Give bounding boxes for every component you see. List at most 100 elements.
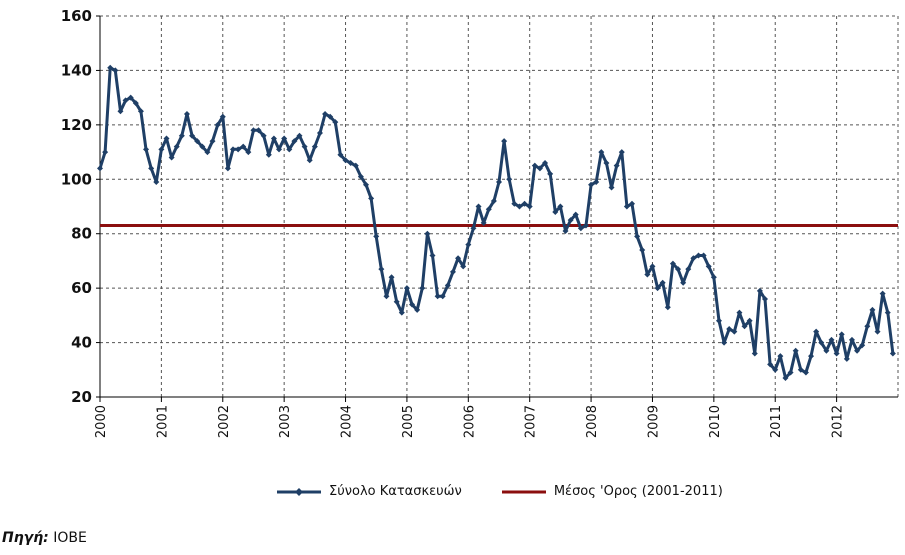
series-point bbox=[547, 170, 554, 177]
legend-item-average: Μέσος 'Ορος (2001-2011) bbox=[500, 484, 723, 499]
series-point bbox=[132, 100, 139, 107]
series-point bbox=[567, 217, 574, 224]
series-point bbox=[455, 255, 462, 262]
series-line bbox=[98, 66, 895, 380]
series-point bbox=[833, 350, 840, 357]
series-point bbox=[889, 350, 896, 357]
series-point bbox=[516, 203, 523, 210]
chart-legend: Σύνολο Κατασκευών Μέσος 'Ορος (2001-2011… bbox=[275, 484, 723, 499]
y-tick-label: 160 bbox=[61, 7, 92, 25]
series-point bbox=[731, 328, 738, 335]
series-point bbox=[127, 94, 134, 101]
series-point bbox=[163, 135, 170, 142]
series-point bbox=[255, 127, 262, 134]
series-point bbox=[276, 146, 283, 153]
series-point bbox=[296, 132, 303, 139]
series-point bbox=[685, 266, 692, 273]
series-point bbox=[572, 211, 579, 218]
series-point bbox=[680, 279, 687, 286]
series-point bbox=[618, 149, 625, 156]
x-tick-label: 2010 bbox=[708, 405, 723, 438]
series-point bbox=[235, 146, 242, 153]
chart-axes bbox=[96, 15, 898, 402]
series-point bbox=[562, 227, 569, 234]
source-value: ΙΟΒΕ bbox=[53, 530, 87, 546]
series-point bbox=[434, 293, 441, 300]
y-tick-label: 100 bbox=[61, 170, 92, 188]
series-point bbox=[557, 203, 564, 210]
x-tick-label: 2002 bbox=[217, 405, 232, 438]
y-tick-label: 80 bbox=[71, 225, 92, 243]
source-note: Πηγή: ΙΟΒΕ bbox=[2, 530, 87, 546]
series-point bbox=[414, 306, 421, 313]
series-point bbox=[357, 173, 364, 180]
series-point bbox=[659, 279, 666, 286]
series-point bbox=[470, 225, 477, 232]
series-point bbox=[480, 219, 487, 226]
series-point bbox=[608, 184, 615, 191]
legend-label-construction: Σύνολο Κατασκευών bbox=[329, 484, 462, 499]
series-point bbox=[700, 252, 707, 259]
series-point bbox=[107, 64, 114, 71]
series-point bbox=[240, 143, 247, 150]
series-point bbox=[782, 374, 789, 381]
series-point bbox=[531, 162, 538, 169]
series-point bbox=[143, 146, 150, 153]
series-point bbox=[148, 165, 155, 172]
series-point bbox=[337, 151, 344, 158]
y-tick-label: 140 bbox=[61, 61, 92, 79]
series-point bbox=[792, 347, 799, 354]
series-point bbox=[383, 293, 390, 300]
series-point bbox=[721, 339, 728, 346]
series-point bbox=[838, 331, 845, 338]
source-label: Πηγή: bbox=[2, 530, 49, 546]
series-point bbox=[823, 347, 830, 354]
legend-item-construction: Σύνολο Κατασκευών bbox=[275, 484, 462, 499]
series-point bbox=[521, 200, 528, 207]
series-point bbox=[854, 347, 861, 354]
series-point bbox=[710, 274, 717, 281]
series-point bbox=[715, 317, 722, 324]
series-point bbox=[598, 149, 605, 156]
construction-series bbox=[97, 64, 896, 381]
series-point bbox=[102, 149, 109, 156]
series-point bbox=[363, 181, 369, 188]
series-point bbox=[884, 309, 891, 316]
series-point bbox=[802, 369, 809, 376]
series-point bbox=[409, 301, 416, 308]
series-point bbox=[639, 247, 646, 254]
series-point bbox=[327, 113, 334, 120]
x-tick-label: 2011 bbox=[769, 405, 784, 438]
series-point bbox=[623, 203, 630, 210]
series-point bbox=[542, 159, 549, 166]
x-tick-label: 2006 bbox=[462, 405, 477, 438]
y-tick-label: 120 bbox=[61, 116, 92, 134]
x-tick-label: 2001 bbox=[155, 405, 170, 438]
series-point bbox=[874, 328, 881, 335]
series-point bbox=[245, 149, 252, 156]
series-point bbox=[194, 138, 201, 145]
series-point bbox=[173, 143, 180, 150]
series-point bbox=[593, 179, 600, 186]
series-point bbox=[588, 181, 595, 188]
series-point bbox=[808, 353, 815, 360]
series-point bbox=[260, 132, 267, 139]
x-tick-label: 2005 bbox=[401, 405, 416, 438]
series-point bbox=[178, 132, 185, 139]
series-point bbox=[403, 285, 410, 292]
series-point bbox=[536, 165, 543, 172]
series-point bbox=[378, 266, 385, 273]
series-point bbox=[265, 151, 272, 158]
series-point bbox=[664, 304, 671, 311]
series-point bbox=[751, 350, 758, 357]
series-point bbox=[122, 97, 129, 104]
series-point bbox=[859, 342, 866, 349]
series-point bbox=[230, 146, 236, 153]
series-point bbox=[736, 309, 743, 316]
x-tick-label: 2012 bbox=[831, 405, 846, 438]
series-point bbox=[644, 271, 651, 278]
series-point bbox=[224, 165, 231, 172]
series-point bbox=[97, 165, 103, 172]
series-point bbox=[777, 353, 784, 360]
series-point bbox=[209, 138, 216, 145]
